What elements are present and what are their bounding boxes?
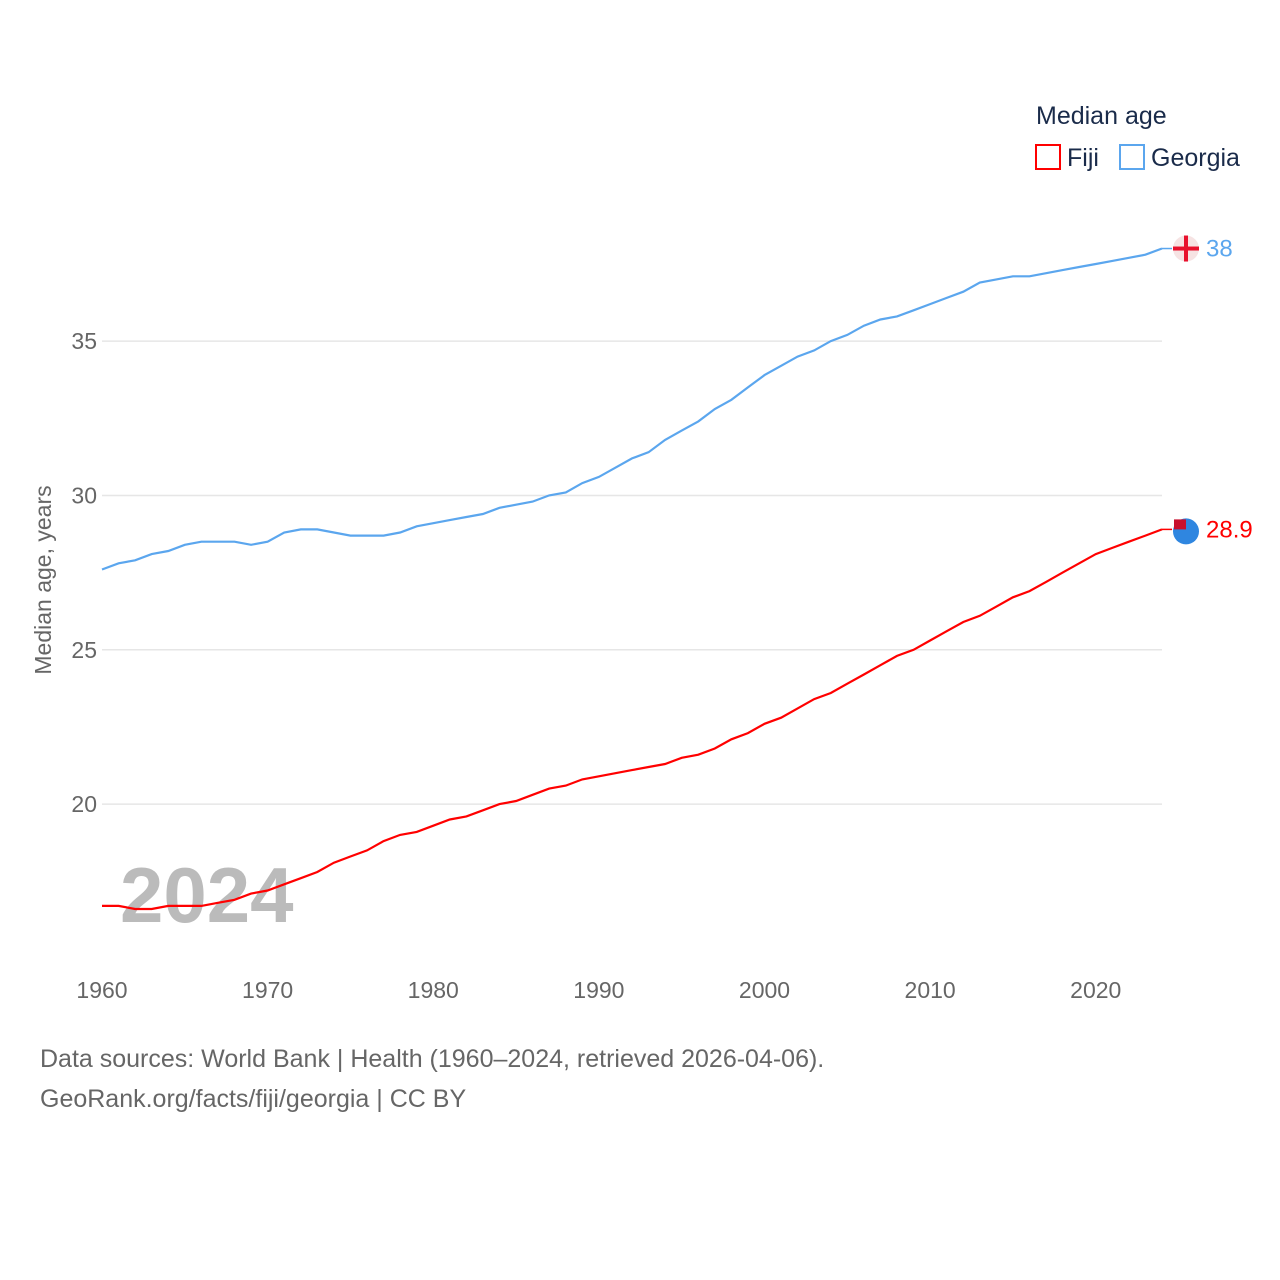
x-tick-label: 2020 — [1070, 977, 1121, 1003]
flag-canton — [1174, 519, 1186, 530]
y-axis-label: Median age, years — [30, 485, 56, 674]
legend-label-georgia: Georgia — [1151, 144, 1240, 172]
end-value-label: 38 — [1206, 236, 1233, 263]
end-value-label: 28.9 — [1206, 516, 1253, 543]
x-tick-label: 2010 — [905, 977, 956, 1003]
series-line-georgia — [101, 247, 1163, 571]
attribution-link[interactable]: GeoRank.org/facts/fiji/georgia | CC BY — [40, 1085, 467, 1113]
legend-label-fiji: Fiji — [1067, 144, 1099, 172]
y-tick-label: 35 — [71, 328, 97, 354]
y-tick-label: 30 — [71, 482, 97, 508]
x-tick-label: 1980 — [408, 977, 459, 1003]
legend-swatch-georgia — [1119, 144, 1145, 170]
legend-title: Median age — [1036, 102, 1167, 130]
data-source-text: Data sources: World Bank | Health (1960–… — [40, 1045, 825, 1073]
x-tick-label: 1970 — [242, 977, 293, 1003]
y-tick-label: 25 — [71, 637, 97, 663]
x-tick-label: 2000 — [739, 977, 790, 1003]
x-tick-label: 1960 — [76, 977, 127, 1003]
year-watermark: 2024 — [120, 851, 294, 939]
series-line-fiji — [102, 528, 1163, 911]
flag-cross — [1184, 235, 1188, 262]
x-tick-label: 1990 — [573, 977, 624, 1003]
legend-swatch-fiji — [1035, 144, 1061, 170]
y-tick-label: 20 — [71, 791, 97, 817]
